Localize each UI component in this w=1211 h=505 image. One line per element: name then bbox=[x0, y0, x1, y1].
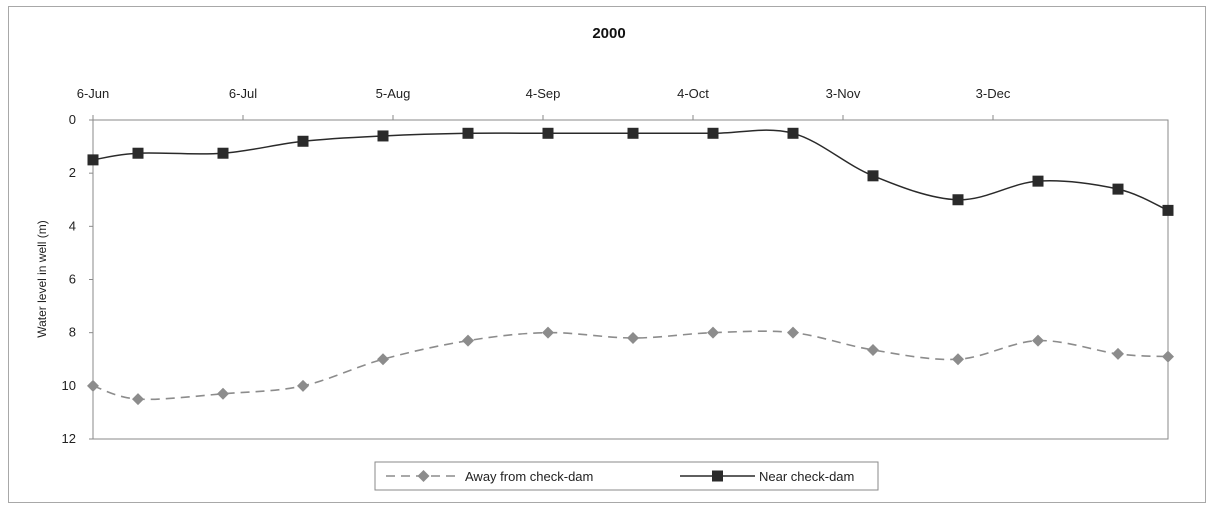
series-away-from-check-dam bbox=[87, 326, 1174, 406]
chart-title: 2000 bbox=[592, 25, 625, 42]
y-axis-title: Water level in well (m) bbox=[35, 220, 49, 338]
data-point bbox=[217, 147, 229, 159]
data-point bbox=[87, 154, 99, 166]
data-point bbox=[867, 170, 879, 182]
y-axis: 0 2 4 6 8 10 12 bbox=[62, 112, 93, 446]
data-point bbox=[377, 353, 389, 366]
y-tick-label: 6 bbox=[69, 272, 76, 287]
data-point bbox=[217, 387, 229, 400]
data-point bbox=[1112, 347, 1124, 360]
data-point bbox=[1162, 350, 1174, 363]
data-point bbox=[867, 343, 879, 356]
data-point bbox=[627, 331, 639, 344]
data-point bbox=[952, 353, 964, 366]
plot-area bbox=[92, 119, 1169, 440]
x-axis: 6-Jun 6-Jul 5-Aug 4-Sep 4-Oct 3-Nov 3-Dec bbox=[77, 86, 1168, 121]
data-point bbox=[542, 127, 554, 139]
x-tick-label: 6-Jun bbox=[77, 86, 110, 101]
data-point bbox=[787, 127, 799, 139]
data-point bbox=[132, 147, 144, 159]
x-tick-label: 6-Jul bbox=[229, 86, 257, 101]
series-near-check-dam bbox=[87, 127, 1174, 216]
series-line bbox=[92, 330, 1169, 401]
x-tick-label: 3-Dec bbox=[976, 86, 1011, 101]
data-point bbox=[462, 127, 474, 139]
data-point bbox=[132, 393, 144, 406]
data-point bbox=[787, 326, 799, 339]
y-tick-label: 0 bbox=[69, 112, 76, 127]
y-tick-label: 8 bbox=[69, 325, 76, 340]
data-point bbox=[377, 130, 389, 142]
y-tick-label: 10 bbox=[62, 378, 76, 393]
data-point bbox=[297, 135, 309, 147]
x-tick-label: 3-Nov bbox=[826, 86, 861, 101]
data-point bbox=[1162, 204, 1174, 216]
data-point bbox=[707, 326, 719, 339]
data-point bbox=[542, 326, 554, 339]
data-point bbox=[297, 379, 309, 392]
y-tick-label: 12 bbox=[62, 431, 76, 446]
data-point bbox=[1112, 183, 1124, 195]
legend-marker bbox=[417, 470, 430, 482]
data-point bbox=[87, 379, 99, 392]
legend-label: Away from check-dam bbox=[465, 469, 593, 484]
y-tick-label: 2 bbox=[69, 165, 76, 180]
series-layer bbox=[87, 127, 1174, 406]
legend: Away from check-dam Near check-dam bbox=[374, 461, 879, 491]
data-point bbox=[627, 127, 639, 139]
x-tick-label: 5-Aug bbox=[376, 86, 411, 101]
data-point bbox=[1032, 175, 1044, 187]
legend-box bbox=[374, 461, 879, 491]
data-point bbox=[952, 194, 964, 206]
legend-marker bbox=[712, 470, 723, 482]
x-tick-label: 4-Sep bbox=[526, 86, 561, 101]
y-tick-label: 4 bbox=[69, 218, 76, 233]
data-point bbox=[1032, 334, 1044, 347]
legend-label: Near check-dam bbox=[759, 469, 854, 484]
data-point bbox=[462, 334, 474, 347]
legend-item: Near check-dam bbox=[680, 469, 854, 484]
data-point bbox=[707, 127, 719, 139]
x-tick-label: 4-Oct bbox=[677, 86, 709, 101]
legend-item: Away from check-dam bbox=[386, 469, 593, 484]
